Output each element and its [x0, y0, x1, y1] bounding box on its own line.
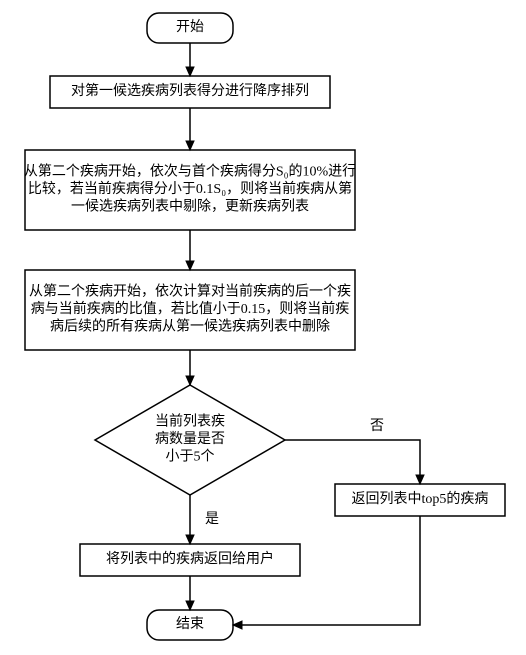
node-end: 结束 — [147, 610, 233, 640]
node-proc2-label: 从第二个疾病开始，依次与首个疾病得分S₀的10%进行 — [24, 163, 356, 180]
node-start-label: 开始 — [176, 19, 204, 35]
edge-6-arrow — [186, 601, 194, 610]
node-dec-label: 当前列表疾 — [155, 413, 225, 430]
edge-4-label: 是 — [205, 512, 219, 527]
node-return: 将列表中的疾病返回给用户 — [80, 544, 300, 576]
edge-2-arrow — [186, 261, 194, 270]
node-proc3-label: 病后续的所有疾病从第一候选疾病列表中删除 — [50, 318, 330, 335]
node-end-label: 结束 — [176, 616, 204, 632]
edge-1-arrow — [186, 141, 194, 150]
node-proc3-label: 从第二个疾病开始，依次计算对当前疾病的后一个疾 — [29, 283, 351, 300]
node-top5: 返回列表中top5的疾病 — [335, 484, 505, 516]
edge-0-arrow — [186, 67, 194, 76]
node-dec: 当前列表疾病数量是否小于5个 — [95, 385, 285, 495]
edge-4-arrow — [186, 535, 194, 544]
edge-5-arrow — [416, 475, 424, 484]
edge-3-arrow — [186, 376, 194, 385]
node-proc1: 对第一候选疾病列表得分进行降序排列 — [50, 76, 330, 108]
node-proc2: 从第二个疾病开始，依次与首个疾病得分S₀的10%进行比较，若当前疾病得分小于0.… — [24, 150, 356, 230]
node-proc1-label: 对第一候选疾病列表得分进行降序排列 — [71, 82, 309, 99]
node-dec-label: 小于5个 — [166, 449, 215, 465]
edge-7-arrow — [233, 621, 242, 629]
node-top5-label: 返回列表中top5的疾病 — [352, 491, 489, 507]
node-start: 开始 — [147, 13, 233, 43]
node-proc2-label: 一候选疾病列表中剔除，更新疾病列表 — [71, 199, 309, 215]
flowchart-canvas: 开始对第一候选疾病列表得分进行降序排列从第二个疾病开始，依次与首个疾病得分S₀的… — [0, 0, 526, 655]
node-dec-label: 病数量是否 — [155, 431, 225, 447]
node-proc3-label: 病与当前疾病的比值，若比值小于0.15，则将当前疾 — [31, 300, 350, 317]
node-return-label: 将列表中的疾病返回给用户 — [106, 550, 274, 567]
edge-5-label: 否 — [370, 419, 384, 434]
node-proc2-label: 比较，若当前疾病得分小于0.1S₀，则将当前疾病从第 — [28, 180, 352, 197]
edge-5 — [285, 440, 420, 484]
node-proc3: 从第二个疾病开始，依次计算对当前疾病的后一个疾病与当前疾病的比值，若比值小于0.… — [25, 270, 355, 350]
